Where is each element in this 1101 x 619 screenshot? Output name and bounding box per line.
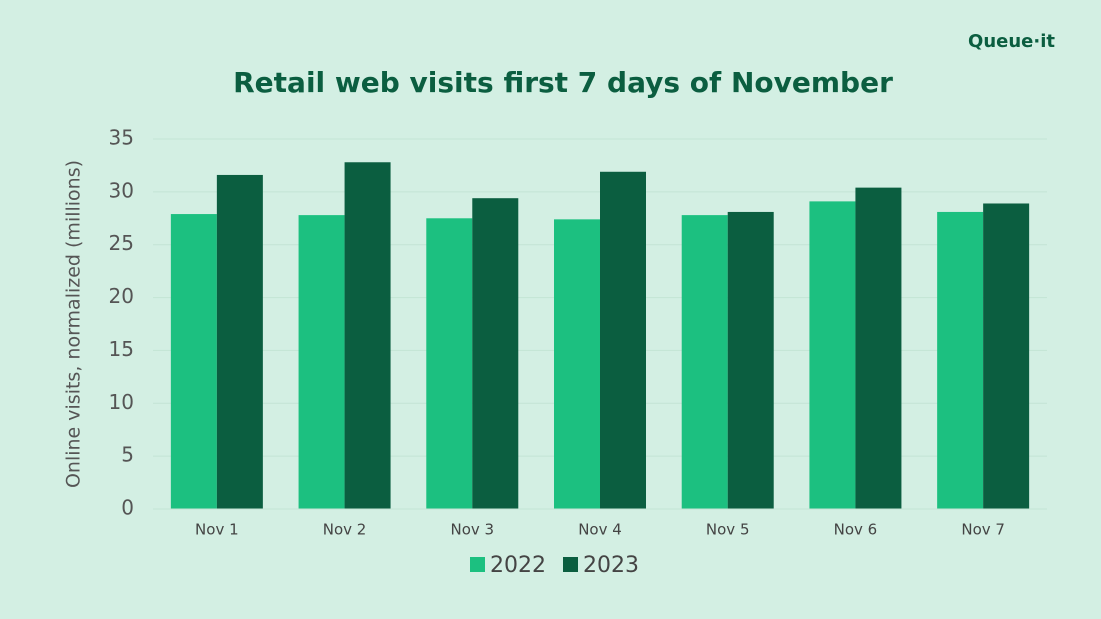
legend-label: 2022 — [490, 553, 546, 578]
bar — [216, 174, 263, 509]
bar — [426, 218, 473, 510]
legend-swatch — [563, 557, 578, 572]
x-tick-label: Nov 2 — [323, 521, 367, 539]
y-tick-label: 15 — [109, 337, 134, 361]
legend-swatch — [470, 557, 485, 572]
x-tick-label: Nov 4 — [578, 521, 622, 539]
y-tick-label: 10 — [109, 390, 134, 414]
bar — [809, 201, 856, 509]
bar — [983, 203, 1030, 509]
bar — [727, 211, 774, 509]
bar — [554, 219, 600, 510]
y-tick-label: 25 — [109, 231, 134, 255]
x-tick-label: Nov 5 — [706, 521, 750, 539]
y-tick-label: 5 — [121, 443, 134, 467]
legend-label: 2023 — [583, 553, 639, 578]
bar — [472, 198, 519, 509]
chart-title: Retail web visits first 7 days of Novemb… — [233, 66, 893, 99]
logo: Queue·it — [968, 31, 1055, 52]
y-tick-label: 0 — [121, 496, 134, 520]
bar — [344, 162, 391, 509]
bar — [600, 171, 646, 509]
x-tick-label: Nov 6 — [834, 521, 878, 539]
x-tick-label: Nov 1 — [195, 521, 239, 539]
y-tick-label: 20 — [109, 284, 134, 308]
x-tick-label: Nov 7 — [961, 521, 1005, 539]
bar — [681, 215, 728, 509]
y-tick-label: 30 — [109, 178, 134, 202]
bar — [855, 187, 902, 509]
x-tick-label: Nov 3 — [450, 521, 494, 539]
bar — [170, 214, 217, 510]
bar — [298, 215, 345, 509]
y-axis-label: Online visits, normalized (millions) — [63, 160, 85, 488]
bar — [937, 211, 984, 509]
y-tick-label: 35 — [109, 126, 134, 150]
